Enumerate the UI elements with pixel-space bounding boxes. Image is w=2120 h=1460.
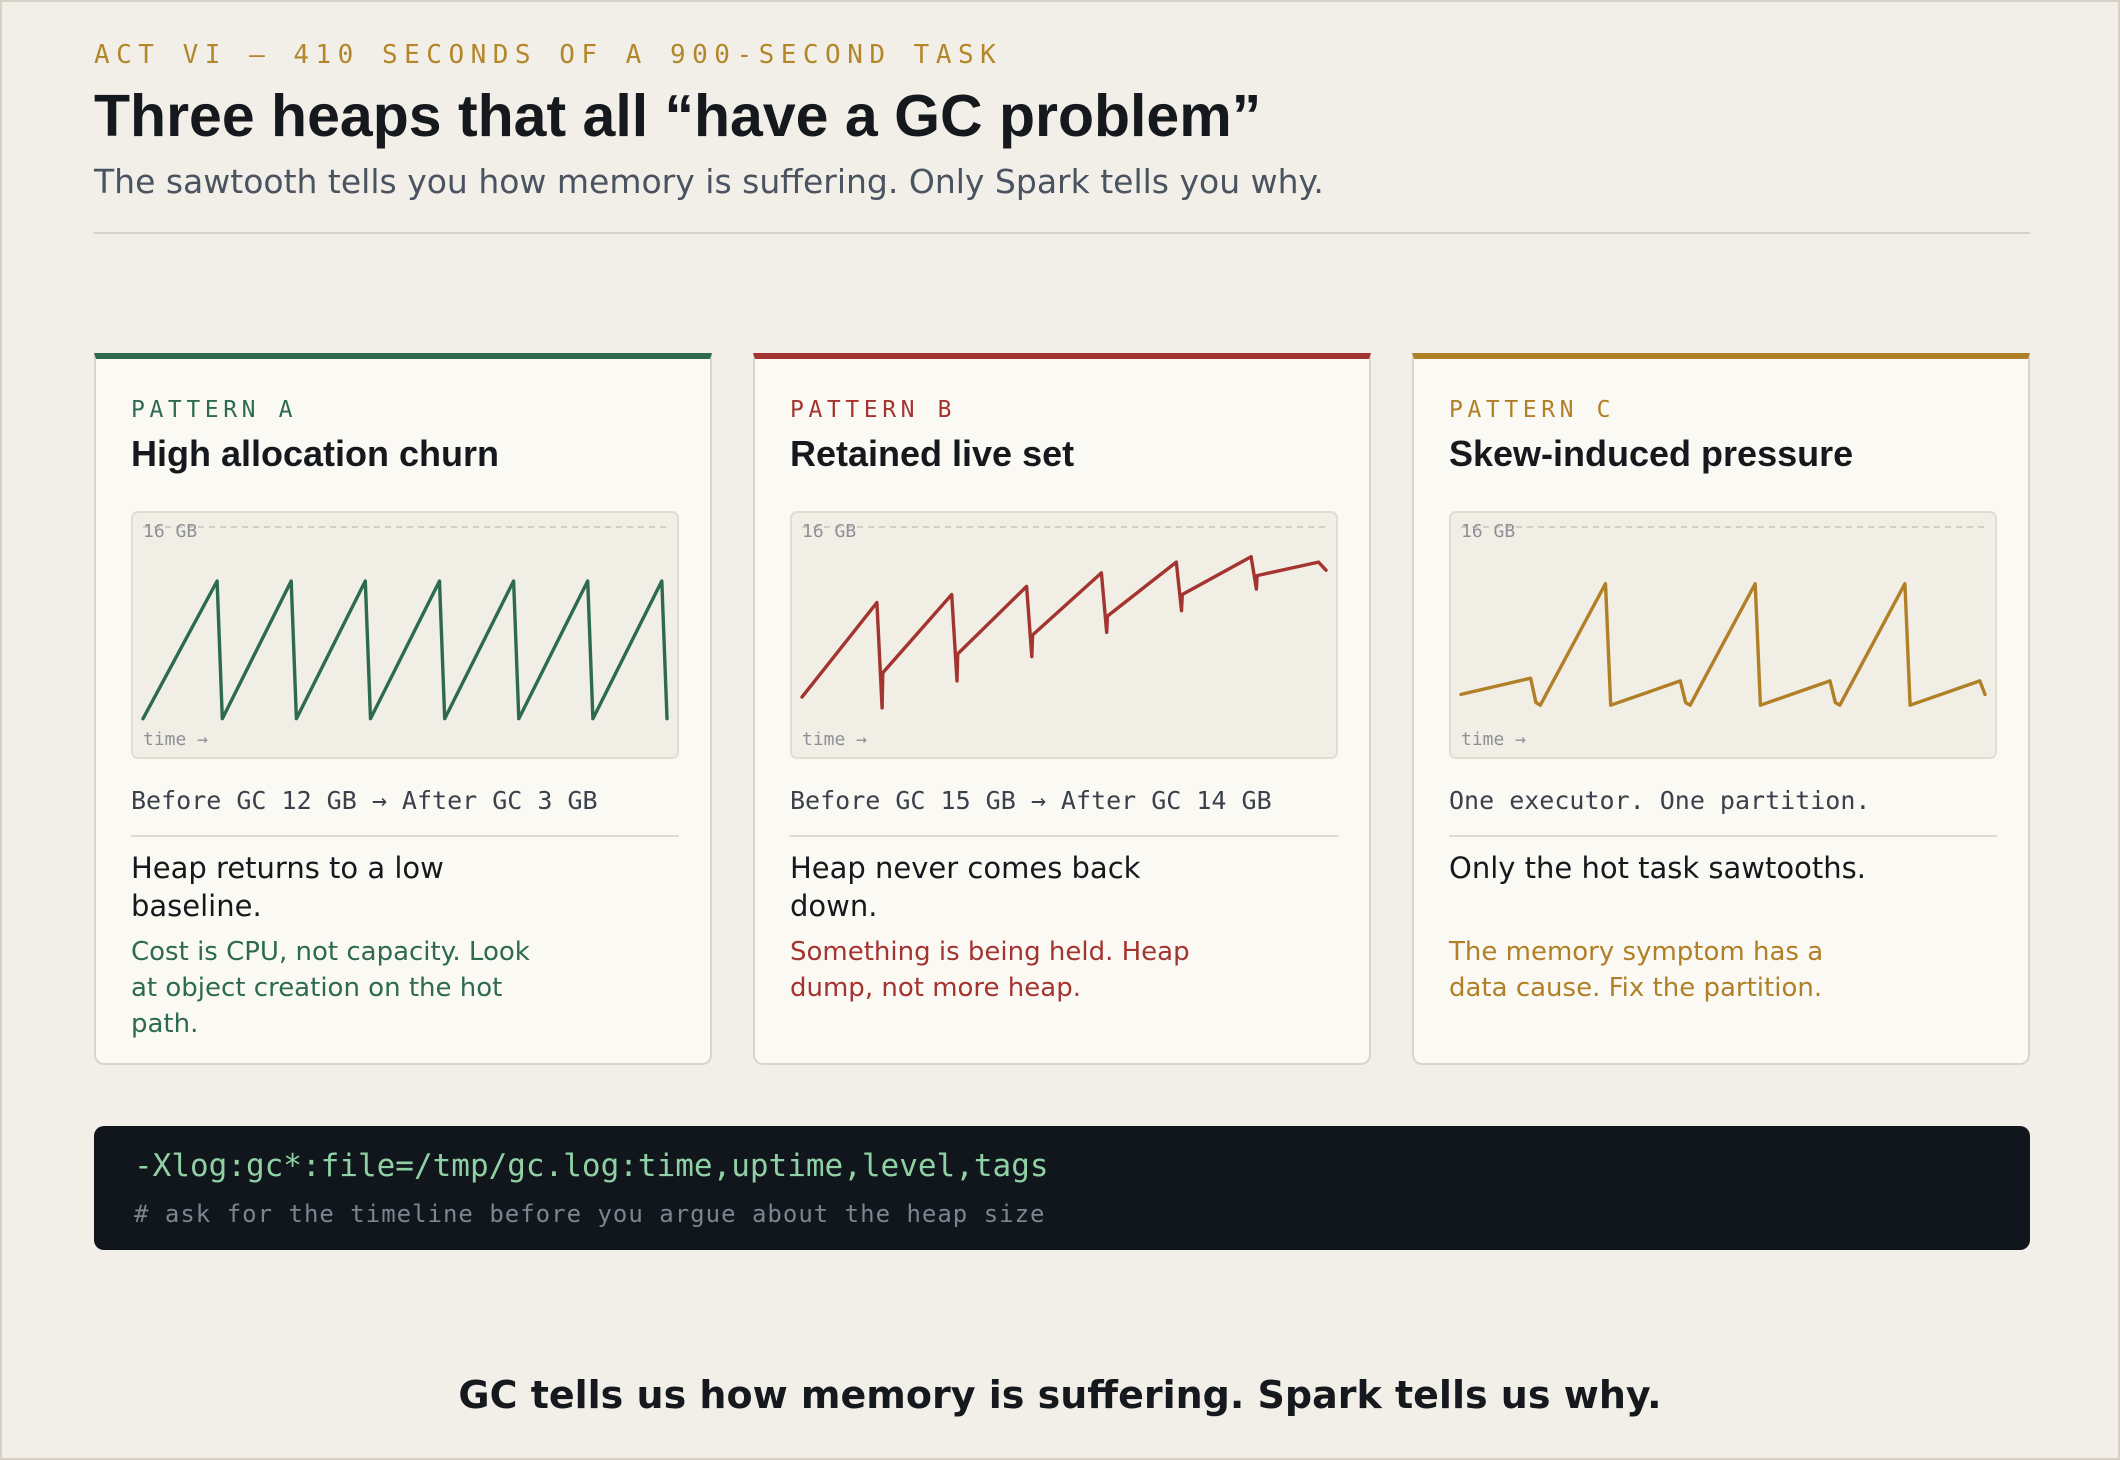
- chart-plot-area: [790, 511, 1338, 759]
- gc-stat: One executor. One partition.: [1449, 786, 1871, 815]
- x-axis-label: time →: [1461, 729, 1526, 750]
- y-axis-max-label: 16 GB: [143, 521, 197, 542]
- heap-sawtooth-chart: 16 GB time →: [1449, 511, 1997, 759]
- slide-subtitle: The sawtooth tells you how memory is suf…: [94, 162, 1324, 201]
- pattern-card-b: PATTERN B Retained live set 16 GB time → …: [753, 353, 1371, 1065]
- header-divider: [94, 232, 2030, 234]
- code-comment: # ask for the timeline before you argue …: [134, 1200, 1046, 1228]
- pattern-name: Retained live set: [790, 433, 1075, 474]
- heap-usage-line: [141, 579, 669, 721]
- pattern-note: Cost is CPU, not capacity. Look at objec…: [131, 937, 530, 1039]
- pattern-description: Heap never comes back down.: [790, 851, 1141, 923]
- x-axis-label: time →: [143, 729, 208, 750]
- pattern-tag: PATTERN B: [790, 397, 957, 423]
- heap-usage-line: [1459, 581, 1987, 707]
- heap-sawtooth-chart: 16 GB time →: [131, 511, 679, 759]
- pattern-note: Something is being held. Heap dump, not …: [790, 937, 1190, 1003]
- card-divider: [131, 835, 679, 837]
- closing-statement: GC tells us how memory is suffering. Spa…: [458, 1373, 1662, 1417]
- pattern-tag: PATTERN C: [1449, 397, 1616, 423]
- pattern-tag: PATTERN A: [131, 397, 298, 423]
- card-divider: [1449, 835, 1997, 837]
- jvm-flag-code-block: -Xlog:gc*:file=/tmp/gc.log:time,uptime,l…: [94, 1126, 2030, 1250]
- pattern-description: Heap returns to a low baseline.: [131, 851, 444, 923]
- chart-plot-area: [1449, 511, 1997, 759]
- act-kicker: ACT VI — 410 SECONDS OF A 900-SECOND TAS…: [94, 40, 1003, 70]
- pattern-name: High allocation churn: [131, 433, 500, 474]
- pattern-name: Skew-induced pressure: [1449, 433, 1854, 474]
- card-divider: [790, 835, 1338, 837]
- pattern-description: Only the hot task sawtooths.: [1449, 851, 1866, 885]
- x-axis-label: time →: [802, 729, 867, 750]
- gc-stat: Before GC 12 GB → After GC 3 GB: [131, 786, 598, 815]
- heap-usage-line: [800, 555, 1328, 710]
- pattern-card-a: PATTERN A High allocation churn 16 GB tim…: [94, 353, 712, 1065]
- y-axis-max-label: 16 GB: [1461, 521, 1515, 542]
- heap-sawtooth-chart: 16 GB time →: [790, 511, 1338, 759]
- pattern-note: The memory symptom has a data cause. Fix…: [1449, 937, 1824, 1003]
- gc-log-command: -Xlog:gc*:file=/tmp/gc.log:time,uptime,l…: [134, 1148, 1049, 1184]
- chart-plot-area: [131, 511, 679, 759]
- slide-title: Three heaps that all “have a GC problem”: [94, 83, 1262, 149]
- gc-stat: Before GC 15 GB → After GC 14 GB: [790, 786, 1272, 815]
- pattern-card-c: PATTERN C Skew-induced pressure 16 GB tim…: [1412, 353, 2030, 1065]
- y-axis-max-label: 16 GB: [802, 521, 856, 542]
